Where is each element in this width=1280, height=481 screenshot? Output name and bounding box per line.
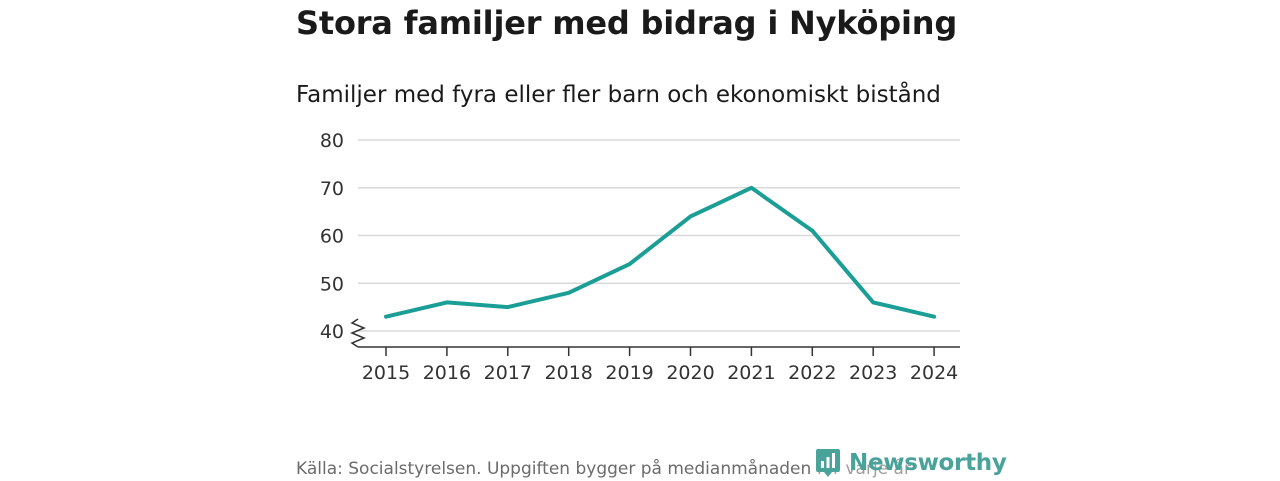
x-tick-label: 2023	[849, 362, 897, 384]
series-line-0	[384, 185, 937, 319]
gridlines	[358, 139, 960, 332]
newsworthy-logo-icon	[816, 449, 840, 477]
x-tick-label: 2015	[362, 362, 410, 384]
y-tick-label: 60	[320, 226, 344, 248]
chart-subtitle: Familjer med fyra eller fler barn och ek…	[296, 82, 941, 108]
x-tick-label: 2022	[788, 362, 836, 384]
axis-break-zigzag	[350, 318, 366, 348]
x-tick-label: 2018	[545, 362, 593, 384]
x-tick-label: 2019	[605, 362, 653, 384]
y-tick-label: 50	[320, 273, 344, 295]
x-tick-label: 2024	[910, 362, 958, 384]
x-axis-ticks: 2015 2016 2017 2018 2019 2020 2021 2022 2023 2024	[362, 347, 958, 384]
brand-name: Newsworthy	[849, 450, 1007, 476]
y-tick-label: 80	[320, 130, 344, 152]
chart-title: Stora familjer med bidrag i Nyköping	[296, 4, 958, 42]
source-note: Källa: Socialstyrelsen. Uppgiften bygger…	[296, 459, 911, 479]
y-tick-label: 70	[320, 178, 344, 200]
x-tick-label: 2021	[727, 362, 775, 384]
x-tick-label: 2017	[484, 362, 532, 384]
x-tick-label: 2016	[423, 362, 471, 384]
y-axis-ticks: 40 50 60 70 80	[320, 130, 344, 343]
x-tick-label: 2020	[666, 362, 714, 384]
brand-logo[interactable]: Newsworthy	[815, 446, 1007, 480]
y-tick-label: 40	[320, 321, 344, 343]
series-layer	[384, 185, 937, 319]
y-axis-break	[350, 318, 366, 348]
